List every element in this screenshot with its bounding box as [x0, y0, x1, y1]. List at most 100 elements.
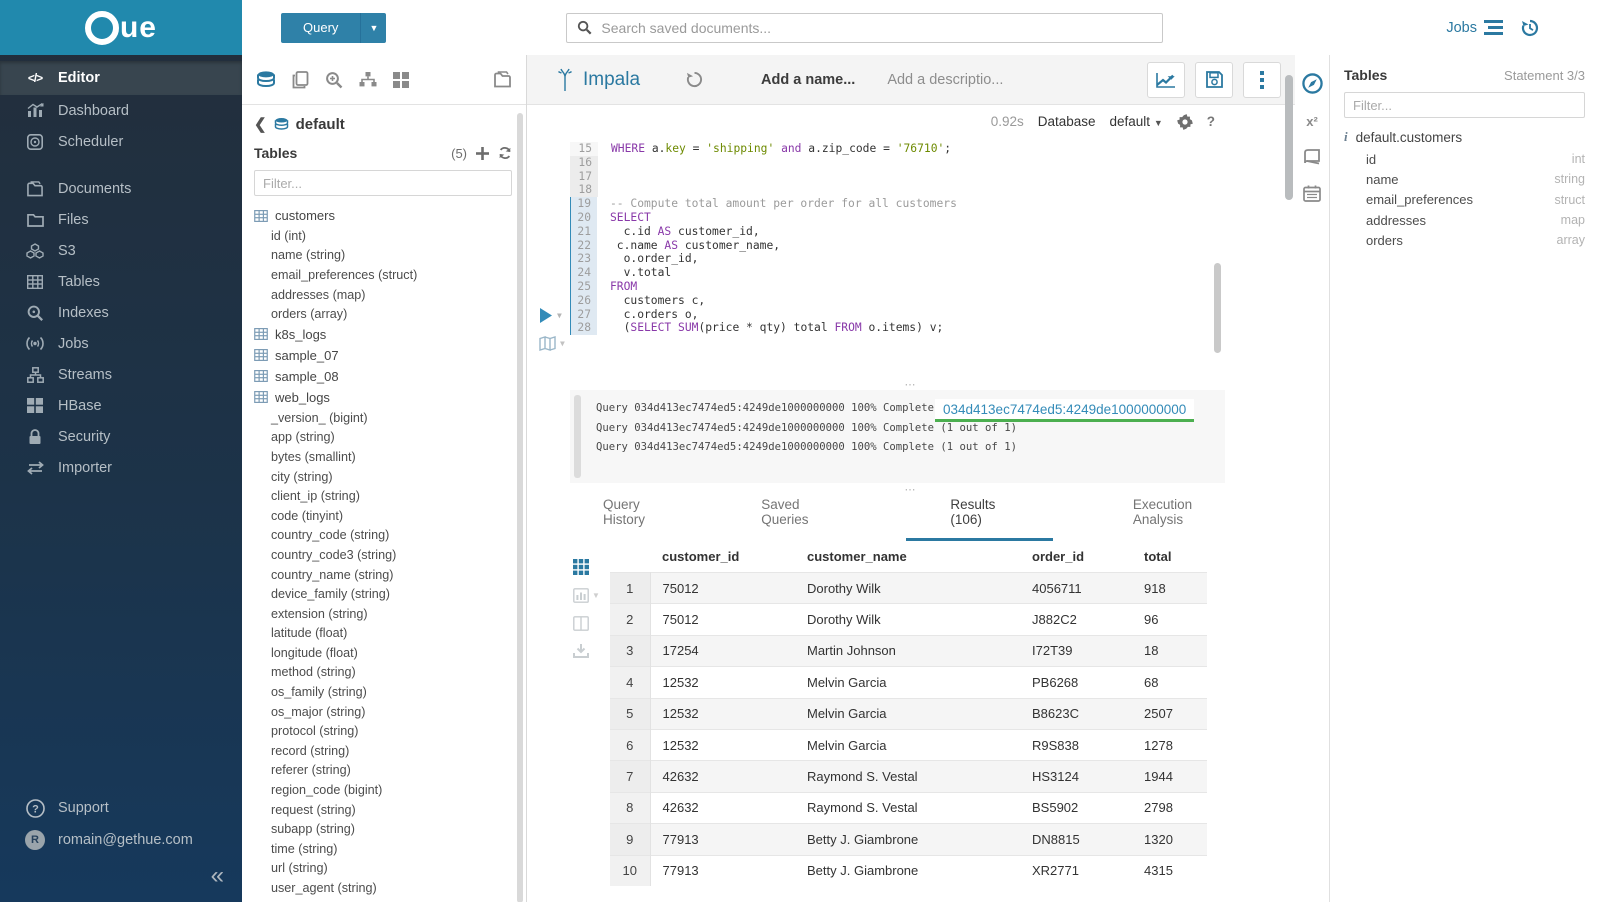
sidebar-item-dashboard[interactable]: Dashboard: [0, 95, 242, 126]
new-query-button[interactable]: Query ▼: [281, 12, 387, 43]
assist-search-icon[interactable]: [325, 71, 343, 89]
sidebar-item-importer[interactable]: Importer: [0, 452, 242, 483]
sidebar-item-streams[interactable]: Streams: [0, 359, 242, 390]
assist-filter-input[interactable]: [254, 170, 512, 196]
code-line-16[interactable]: 16: [570, 155, 957, 170]
sidebar-collapse-icon[interactable]: «: [210, 862, 224, 889]
grid-view-icon[interactable]: [573, 559, 589, 575]
engine-selector[interactable]: Impala: [557, 68, 640, 92]
code-line-20[interactable]: 20 SELECT: [570, 210, 957, 225]
hue-logo[interactable]: ue: [0, 0, 242, 55]
assist-column-referer[interactable]: referer (string): [271, 763, 351, 778]
search-input[interactable]: [601, 19, 1153, 36]
code-line-19[interactable]: 19 -- Compute total amount per order for …: [570, 197, 957, 211]
sidebar-item-files[interactable]: Files: [0, 204, 242, 235]
minimap-caret-icon[interactable]: ▼: [560, 339, 565, 348]
tab-query-history[interactable]: Query History: [603, 497, 646, 527]
table-row-7[interactable]: 7 42632 Raymond S. Vestal HS3124 1944: [610, 760, 1207, 793]
assist-projects-icon[interactable]: [493, 71, 512, 88]
query-name-placeholder[interactable]: Add a name...: [761, 71, 856, 88]
right-column-name[interactable]: name string: [1366, 171, 1585, 187]
assist-column-country-name[interactable]: country_name (string): [271, 567, 394, 582]
add-table-icon[interactable]: [476, 146, 489, 160]
assist-column-method[interactable]: method (string): [271, 665, 356, 680]
save-button[interactable]: [1195, 61, 1233, 98]
assist-hdfs-icon[interactable]: [359, 71, 377, 88]
sidebar-footer-support[interactable]: ? Support: [24, 792, 242, 824]
assist-column-record[interactable]: record (string): [271, 743, 350, 758]
assist-column-app[interactable]: app (string): [271, 430, 335, 445]
editor-page-scrollbar[interactable]: [1285, 75, 1293, 200]
table-row-6[interactable]: 6 12532 Melvin Garcia R9S838 1278: [610, 728, 1207, 761]
table-row-5[interactable]: 5 12532 Melvin Garcia B8623C 2507: [610, 697, 1207, 730]
assist-column-code[interactable]: code (tinyint): [271, 508, 344, 523]
sidebar-item-indexes[interactable]: Indexes: [0, 297, 242, 328]
assist-column-email-preferences[interactable]: email_preferences (struct): [271, 267, 418, 282]
assist-column-longitude[interactable]: longitude (float): [271, 645, 358, 660]
editor-help-icon[interactable]: ?: [1206, 114, 1215, 129]
right-column-addresses[interactable]: addresses map: [1366, 212, 1585, 228]
query-dropdown-caret[interactable]: ▼: [360, 12, 387, 43]
table-row-10[interactable]: 10 77913 Betty J. Giambrone XR2771 4315: [610, 854, 1207, 887]
assist-database-name[interactable]: default: [295, 115, 345, 133]
database-selector[interactable]: default ▼: [1109, 114, 1163, 129]
code-line-27[interactable]: 27 c.orders o,: [570, 307, 957, 322]
refresh-icon[interactable]: [498, 146, 512, 160]
column-header-total[interactable]: total: [1144, 549, 1172, 564]
query-history-icon[interactable]: [1521, 19, 1539, 37]
assist-scrollbar[interactable]: [517, 113, 523, 902]
chart-view-icon[interactable]: ▼: [573, 588, 600, 603]
code-line-28[interactable]: 28 (SELECT SUM(price * qty) total FROM o…: [570, 321, 957, 336]
right-column-orders[interactable]: orders array: [1366, 232, 1585, 248]
code-line-21[interactable]: 21 c.id AS customer_id,: [570, 224, 957, 239]
code-editor[interactable]: 15 WHERE a.key = 'shipping' and a.zip_cod…: [527, 138, 1295, 378]
code-line-18[interactable]: 18: [570, 183, 957, 198]
assist-column-os-major[interactable]: os_major (string): [271, 704, 366, 719]
columns-view-icon[interactable]: [573, 616, 589, 631]
assist-column-device-family[interactable]: device_family (string): [271, 587, 390, 602]
assist-column-country-code3[interactable]: country_code3 (string): [271, 547, 397, 562]
code-line-26[interactable]: 26 customers c,: [570, 293, 957, 308]
assist-column-extension[interactable]: extension (string): [271, 606, 368, 621]
assist-column-id[interactable]: id (int): [271, 228, 306, 243]
table-row-9[interactable]: 9 77913 Betty J. Giambrone DN8815 1320: [610, 823, 1207, 856]
assist-back-icon[interactable]: ❮: [254, 116, 267, 133]
sidebar-item-editor[interactable]: </> Editor: [0, 61, 242, 95]
sidebar-item-hbase[interactable]: HBase: [0, 390, 242, 421]
assist-table-k8s-logs[interactable]: k8s_logs: [254, 324, 512, 345]
code-line-22[interactable]: 22 c.name AS customer_name,: [570, 238, 957, 253]
assist-table-customers[interactable]: customers: [254, 205, 512, 226]
tab-results-106[interactable]: Results (106): [906, 487, 1053, 541]
assist-table-web-logs[interactable]: web_logs: [254, 387, 512, 408]
more-actions-button[interactable]: [1243, 61, 1281, 98]
splitter-handle-bottom[interactable]: ⋯: [904, 483, 918, 496]
editor-history-icon[interactable]: [686, 71, 703, 88]
right-column-id[interactable]: id int: [1366, 151, 1585, 167]
assist-table-sample-07[interactable]: sample_07: [254, 345, 512, 366]
table-row-4[interactable]: 4 12532 Melvin Garcia PB6268 68: [610, 666, 1207, 699]
code-line-23[interactable]: 23 o.order_id,: [570, 252, 957, 267]
sidebar-item-tables[interactable]: Tables: [0, 266, 242, 297]
code-line-25[interactable]: 25 FROM: [570, 279, 957, 294]
global-search[interactable]: [566, 12, 1164, 43]
right-filter-input[interactable]: [1344, 92, 1585, 118]
query-description-placeholder[interactable]: Add a descriptio...: [887, 71, 1004, 88]
assist-column-city[interactable]: city (string): [271, 469, 333, 484]
sidebar-item-security[interactable]: Security: [0, 421, 242, 452]
column-header-customer-name[interactable]: customer_name: [807, 549, 907, 564]
code-line-24[interactable]: 24 v.total: [570, 266, 957, 280]
minimap-button[interactable]: ▼: [539, 336, 565, 351]
table-row-8[interactable]: 8 42632 Raymond S. Vestal BS5902 2798: [610, 791, 1207, 824]
tab-saved-queries[interactable]: Saved Queries: [761, 497, 809, 527]
tab-execution-analysis[interactable]: Execution Analysis: [1132, 497, 1193, 527]
functions-icon[interactable]: x²: [1306, 114, 1318, 129]
chart-button[interactable]: [1147, 61, 1185, 98]
assist-column-orders[interactable]: orders (array): [271, 307, 348, 322]
column-header-order-id[interactable]: order_id: [1032, 549, 1085, 564]
assist-column-url[interactable]: url (string): [271, 861, 328, 876]
table-info-icon[interactable]: i: [1344, 129, 1348, 144]
sidebar-item-documents[interactable]: Documents: [0, 173, 242, 204]
right-column-email-preferences[interactable]: email_preferences struct: [1366, 192, 1585, 208]
column-header-customer-id[interactable]: customer_id: [662, 549, 740, 564]
